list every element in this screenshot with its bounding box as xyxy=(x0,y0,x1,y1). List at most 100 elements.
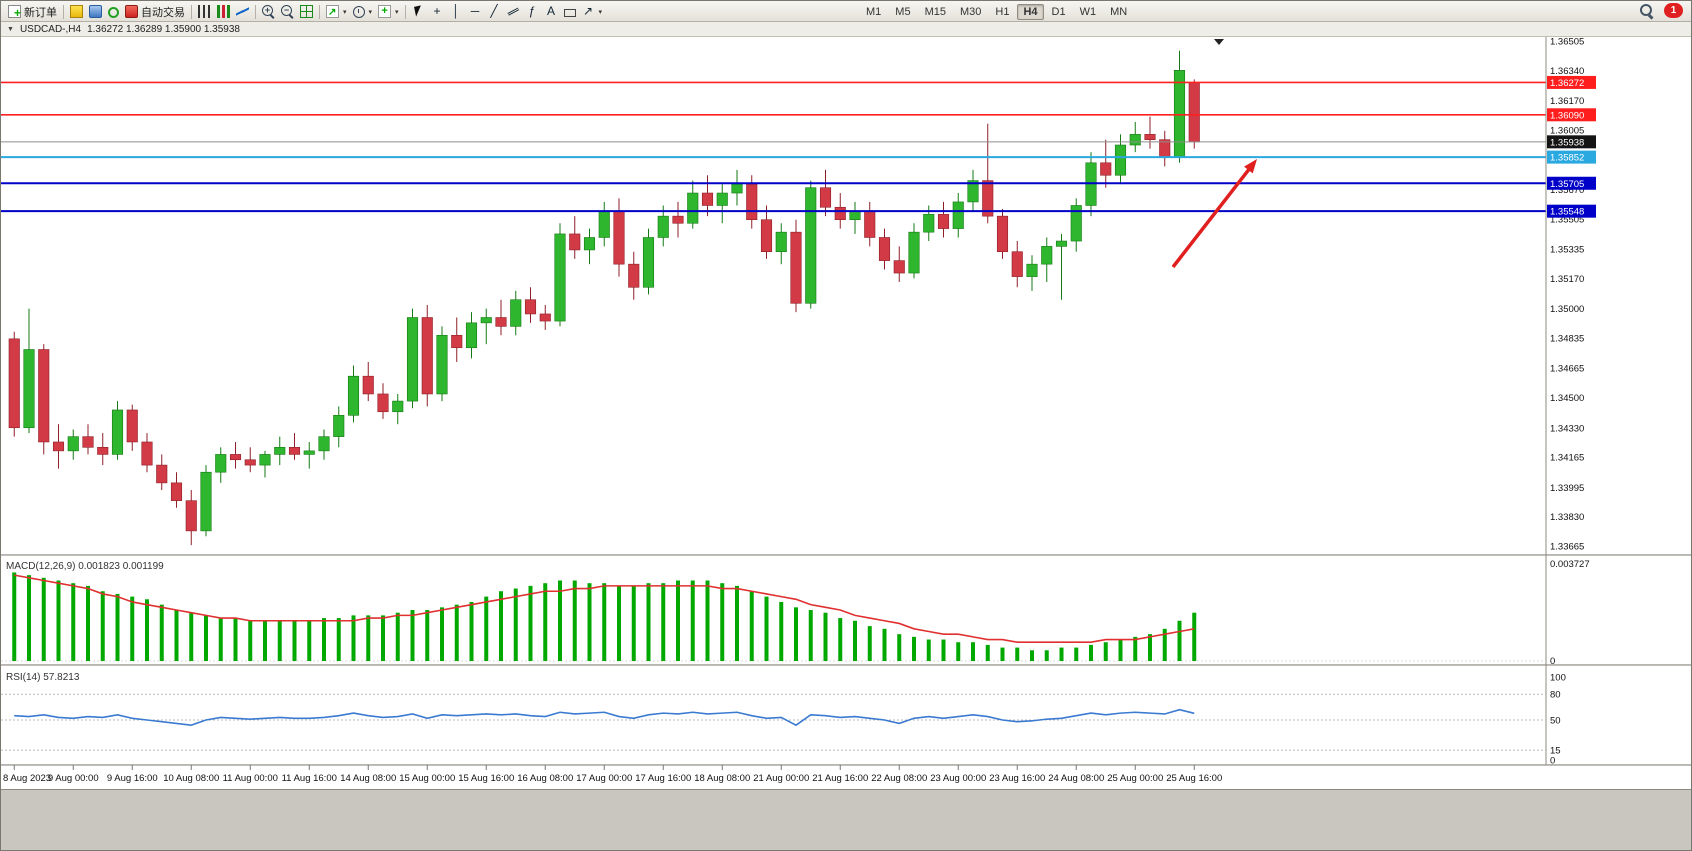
timeframe-m5[interactable]: M5 xyxy=(895,5,911,18)
candles xyxy=(8,50,1200,546)
svg-text:1.33830: 1.33830 xyxy=(1550,512,1584,523)
svg-text:25 Aug 16:00: 25 Aug 16:00 xyxy=(1166,773,1222,784)
crosshair-button[interactable]: + xyxy=(428,3,447,21)
timeframe-m30[interactable]: M30 xyxy=(959,5,982,18)
window-menu-icon[interactable]: ▼ xyxy=(7,25,14,33)
button-label: 新订单 xyxy=(24,6,57,19)
price-line-badge-label: 1.36272 xyxy=(1550,78,1584,89)
templates-icon xyxy=(326,5,339,19)
autotrading-button[interactable]: 自动交易 xyxy=(122,3,188,21)
svg-text:22 Aug 08:00: 22 Aug 08:00 xyxy=(871,773,927,784)
svg-text:100: 100 xyxy=(1550,673,1566,684)
ohlc-values: 1.36272 1.36289 1.35900 1.35938 xyxy=(87,23,240,35)
svg-text:1.35170: 1.35170 xyxy=(1550,274,1584,285)
zoom-in-button[interactable] xyxy=(259,3,278,21)
notification-badge[interactable]: 1 xyxy=(1664,3,1683,18)
svg-text:16 Aug 08:00: 16 Aug 08:00 xyxy=(517,773,573,784)
rsi-line xyxy=(14,708,1195,727)
label-button[interactable] xyxy=(561,3,579,21)
trendline-button[interactable]: ╱ xyxy=(485,3,504,21)
status-area xyxy=(1,789,1691,850)
arrow-annotation[interactable] xyxy=(1171,165,1253,269)
toolbar-separator xyxy=(404,4,406,19)
svg-text:8 Aug 2023: 8 Aug 2023 xyxy=(3,773,51,784)
arrow-annotation-head xyxy=(1244,159,1257,174)
text-button[interactable]: A xyxy=(542,3,561,21)
timeframe-w1[interactable]: W1 xyxy=(1079,5,1097,18)
svg-text:23 Aug 00:00: 23 Aug 00:00 xyxy=(930,773,986,784)
macd-signal-line xyxy=(14,574,1195,644)
tile-windows-button[interactable] xyxy=(297,3,316,21)
price-line-badge-label: 1.35938 xyxy=(1550,137,1584,148)
templates-button[interactable]: ▾ xyxy=(323,3,350,21)
vline-button[interactable]: │ xyxy=(447,3,466,21)
charts-button[interactable] xyxy=(67,3,86,21)
line-chart-button[interactable] xyxy=(233,3,252,21)
timeframe-h1[interactable]: H1 xyxy=(995,5,1010,18)
new-order-button[interactable]: 新订单 xyxy=(5,3,60,21)
svg-text:1.36170: 1.36170 xyxy=(1550,96,1584,107)
price-chart[interactable]: 1.365051.363401.361701.360051.358401.356… xyxy=(1,37,1692,789)
indicators-button[interactable]: ▾ xyxy=(375,3,402,21)
search-icon[interactable] xyxy=(1639,3,1654,18)
price-line-badge-label: 1.35852 xyxy=(1550,153,1584,164)
fibo-button[interactable]: ƒ xyxy=(523,3,542,21)
svg-text:11 Aug 16:00: 11 Aug 16:00 xyxy=(282,773,337,784)
line-chart-icon xyxy=(236,5,249,18)
macd-zero-label: 0 xyxy=(1550,656,1555,667)
svg-text:50: 50 xyxy=(1550,716,1561,727)
svg-text:1.33995: 1.33995 xyxy=(1550,483,1584,494)
periods-icon xyxy=(352,6,365,18)
svg-text:0: 0 xyxy=(1550,756,1555,767)
zoom-in-icon xyxy=(262,5,275,18)
timeframe-h4[interactable]: H4 xyxy=(1017,3,1044,20)
svg-text:1.35335: 1.35335 xyxy=(1550,245,1584,256)
channel-button[interactable]: ∥ xyxy=(504,3,523,21)
button-label: 自动交易 xyxy=(141,6,185,19)
toolbar-separator xyxy=(191,4,192,19)
price-axis: 1.365051.363401.361701.360051.358401.356… xyxy=(1550,37,1584,553)
svg-text:9 Aug 00:00: 9 Aug 00:00 xyxy=(48,773,99,784)
hline-button[interactable]: ─ xyxy=(466,3,485,21)
svg-text:17 Aug 16:00: 17 Aug 16:00 xyxy=(635,773,691,784)
timeframe-m1[interactable]: M1 xyxy=(866,5,882,18)
svg-text:9 Aug 16:00: 9 Aug 16:00 xyxy=(107,773,158,784)
chart-shift-marker[interactable] xyxy=(1214,39,1224,45)
charts-icon xyxy=(70,5,83,18)
label-icon xyxy=(563,8,576,17)
refresh-button[interactable] xyxy=(105,3,122,21)
price-line-badge xyxy=(1547,150,1596,164)
timeframe-d1[interactable]: D1 xyxy=(1051,5,1066,18)
new-order-icon xyxy=(8,5,21,20)
toolbar-separator xyxy=(255,4,256,19)
bar-chart-button[interactable] xyxy=(195,3,214,21)
timeframe-m15[interactable]: M15 xyxy=(924,5,946,18)
tile-windows-icon xyxy=(300,5,313,18)
candle-chart-button[interactable] xyxy=(214,3,233,21)
svg-text:1.34665: 1.34665 xyxy=(1550,364,1584,375)
cursor-button[interactable] xyxy=(409,3,428,21)
svg-text:1.35505: 1.35505 xyxy=(1550,214,1584,225)
text-icon: A xyxy=(547,4,556,18)
symbol-period-label: USDCAD-,H4 xyxy=(19,23,82,35)
periods-button[interactable]: ▾ xyxy=(350,3,376,21)
arrows-button[interactable]: ↗ ▾ xyxy=(579,3,606,21)
zoom-out-icon xyxy=(281,5,294,18)
profiles-button[interactable] xyxy=(86,3,105,21)
zoom-out-button[interactable] xyxy=(278,3,297,21)
price-line-badge xyxy=(1547,135,1596,149)
svg-text:1.35000: 1.35000 xyxy=(1550,304,1584,315)
svg-text:15 Aug 16:00: 15 Aug 16:00 xyxy=(458,773,514,784)
price-line-badge xyxy=(1547,204,1596,218)
chart-canvas[interactable]: 1.365051.363401.361701.360051.358401.356… xyxy=(1,37,1692,789)
chart-window-title: ▼ USDCAD-,H4 1.36272 1.36289 1.35900 1.3… xyxy=(1,22,1691,37)
timeframe-bar: M1 M5 M15 M30 H1 H4 D1 W1 MN xyxy=(859,2,1134,21)
profiles-icon xyxy=(89,5,102,18)
chevron-down-icon: ▾ xyxy=(598,8,603,16)
timeframe-mn[interactable]: MN xyxy=(1110,5,1128,18)
svg-text:1.33665: 1.33665 xyxy=(1550,542,1584,553)
svg-text:80: 80 xyxy=(1550,690,1561,701)
vline-icon: │ xyxy=(452,4,460,18)
